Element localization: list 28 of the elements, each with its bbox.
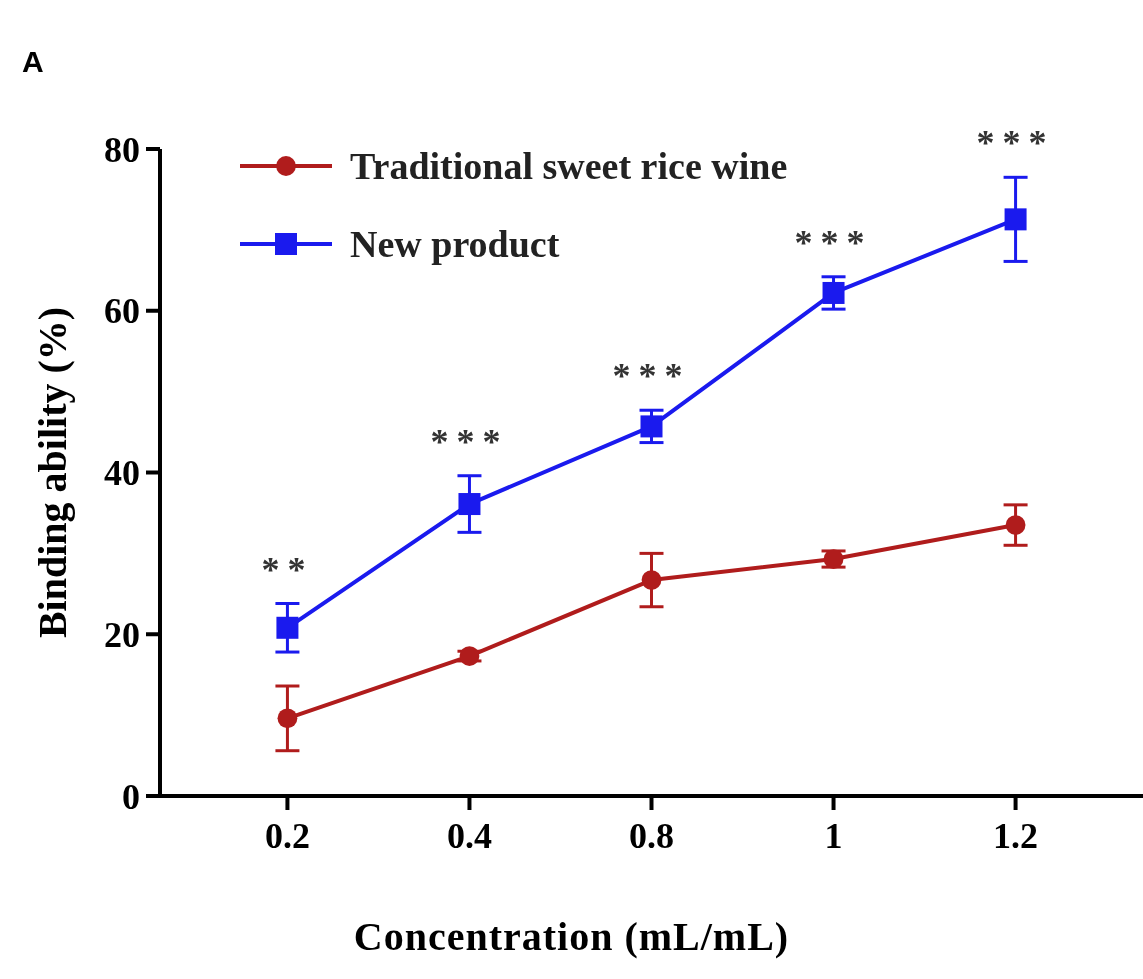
- annotation: ***: [430, 421, 509, 462]
- legend-label: New product: [350, 223, 560, 266]
- annotation: ***: [794, 222, 873, 263]
- y-tick-label: 80: [104, 129, 140, 170]
- point: [1004, 208, 1027, 231]
- y-tick-label: 0: [122, 776, 140, 817]
- y-axis-title: Binding ability (%): [30, 306, 75, 639]
- point: [640, 415, 663, 438]
- x-tick-label: 1: [824, 816, 843, 856]
- annotation: ***: [612, 356, 691, 397]
- y-tick-label: 60: [104, 291, 140, 332]
- annotation: **: [261, 549, 314, 590]
- point: [276, 616, 299, 639]
- x-tick-label: 0.2: [264, 816, 310, 856]
- x-tick-label: 1.2: [993, 816, 1039, 856]
- x-tick-label: 0.8: [629, 816, 674, 856]
- point: [1005, 515, 1026, 535]
- x-tick-label: 0.4: [446, 816, 492, 856]
- y-tick-label: 20: [104, 614, 140, 655]
- annotation: ***: [976, 123, 1055, 164]
- point: [641, 570, 662, 590]
- y-tick-label: 40: [104, 453, 140, 494]
- x-axis-title: Concentration (mL/mL): [353, 914, 790, 959]
- text: A: [22, 45, 44, 78]
- legend-label: Traditional sweet rice wine: [350, 145, 788, 188]
- point: [822, 281, 845, 304]
- point: [277, 708, 298, 729]
- point: [458, 493, 481, 516]
